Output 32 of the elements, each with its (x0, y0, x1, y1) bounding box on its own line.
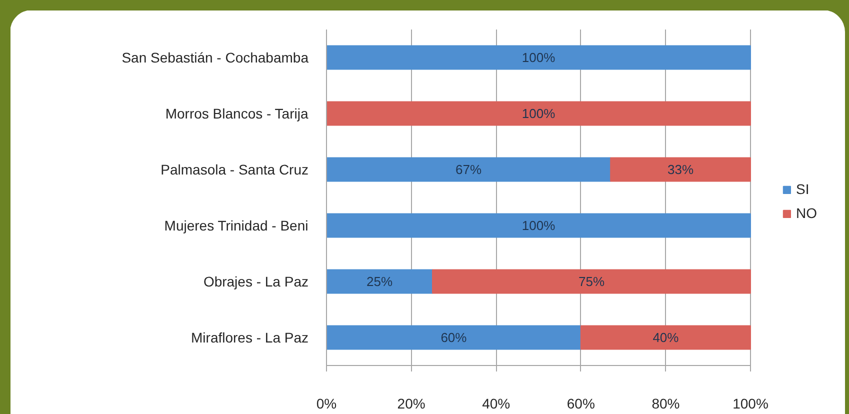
data-label: 67% (456, 162, 482, 177)
bar (326, 45, 751, 70)
y-tick-label: Mujeres Trinidad - Beni (164, 218, 308, 234)
data-label: 25% (366, 274, 393, 289)
x-tick-label: 0% (316, 396, 337, 412)
y-tick-label: Morros Blancos - Tarija (165, 106, 308, 122)
data-label: 75% (578, 274, 605, 289)
x-tick-label: 80% (652, 396, 680, 412)
bar (610, 157, 751, 182)
y-tick-label: Obrajes - La Paz (203, 274, 309, 290)
bar (432, 269, 751, 294)
bar (326, 325, 582, 350)
data-label: 33% (668, 162, 694, 177)
bar (580, 325, 751, 350)
data-label: 40% (652, 330, 680, 345)
bar (326, 101, 751, 126)
x-tick-label: 100% (732, 396, 768, 412)
x-tick-label: 40% (482, 396, 510, 412)
x-tick-label: 20% (397, 396, 426, 412)
data-label: 60% (440, 330, 468, 345)
data-label: 100% (522, 50, 556, 65)
bar (326, 157, 612, 182)
legend-label: NO (796, 205, 817, 221)
data-label: 100% (522, 106, 556, 121)
legend-label: SI (796, 181, 810, 197)
bar (326, 269, 433, 294)
data-label: 100% (522, 218, 556, 233)
x-tick-label: 60% (566, 396, 595, 412)
y-tick-label: Palmasola - Santa Cruz (160, 162, 309, 178)
y-tick-label: San Sebastián - Cochabamba (122, 50, 309, 66)
bar (326, 213, 751, 238)
y-tick-label: Miraflores - La Paz (191, 330, 308, 346)
